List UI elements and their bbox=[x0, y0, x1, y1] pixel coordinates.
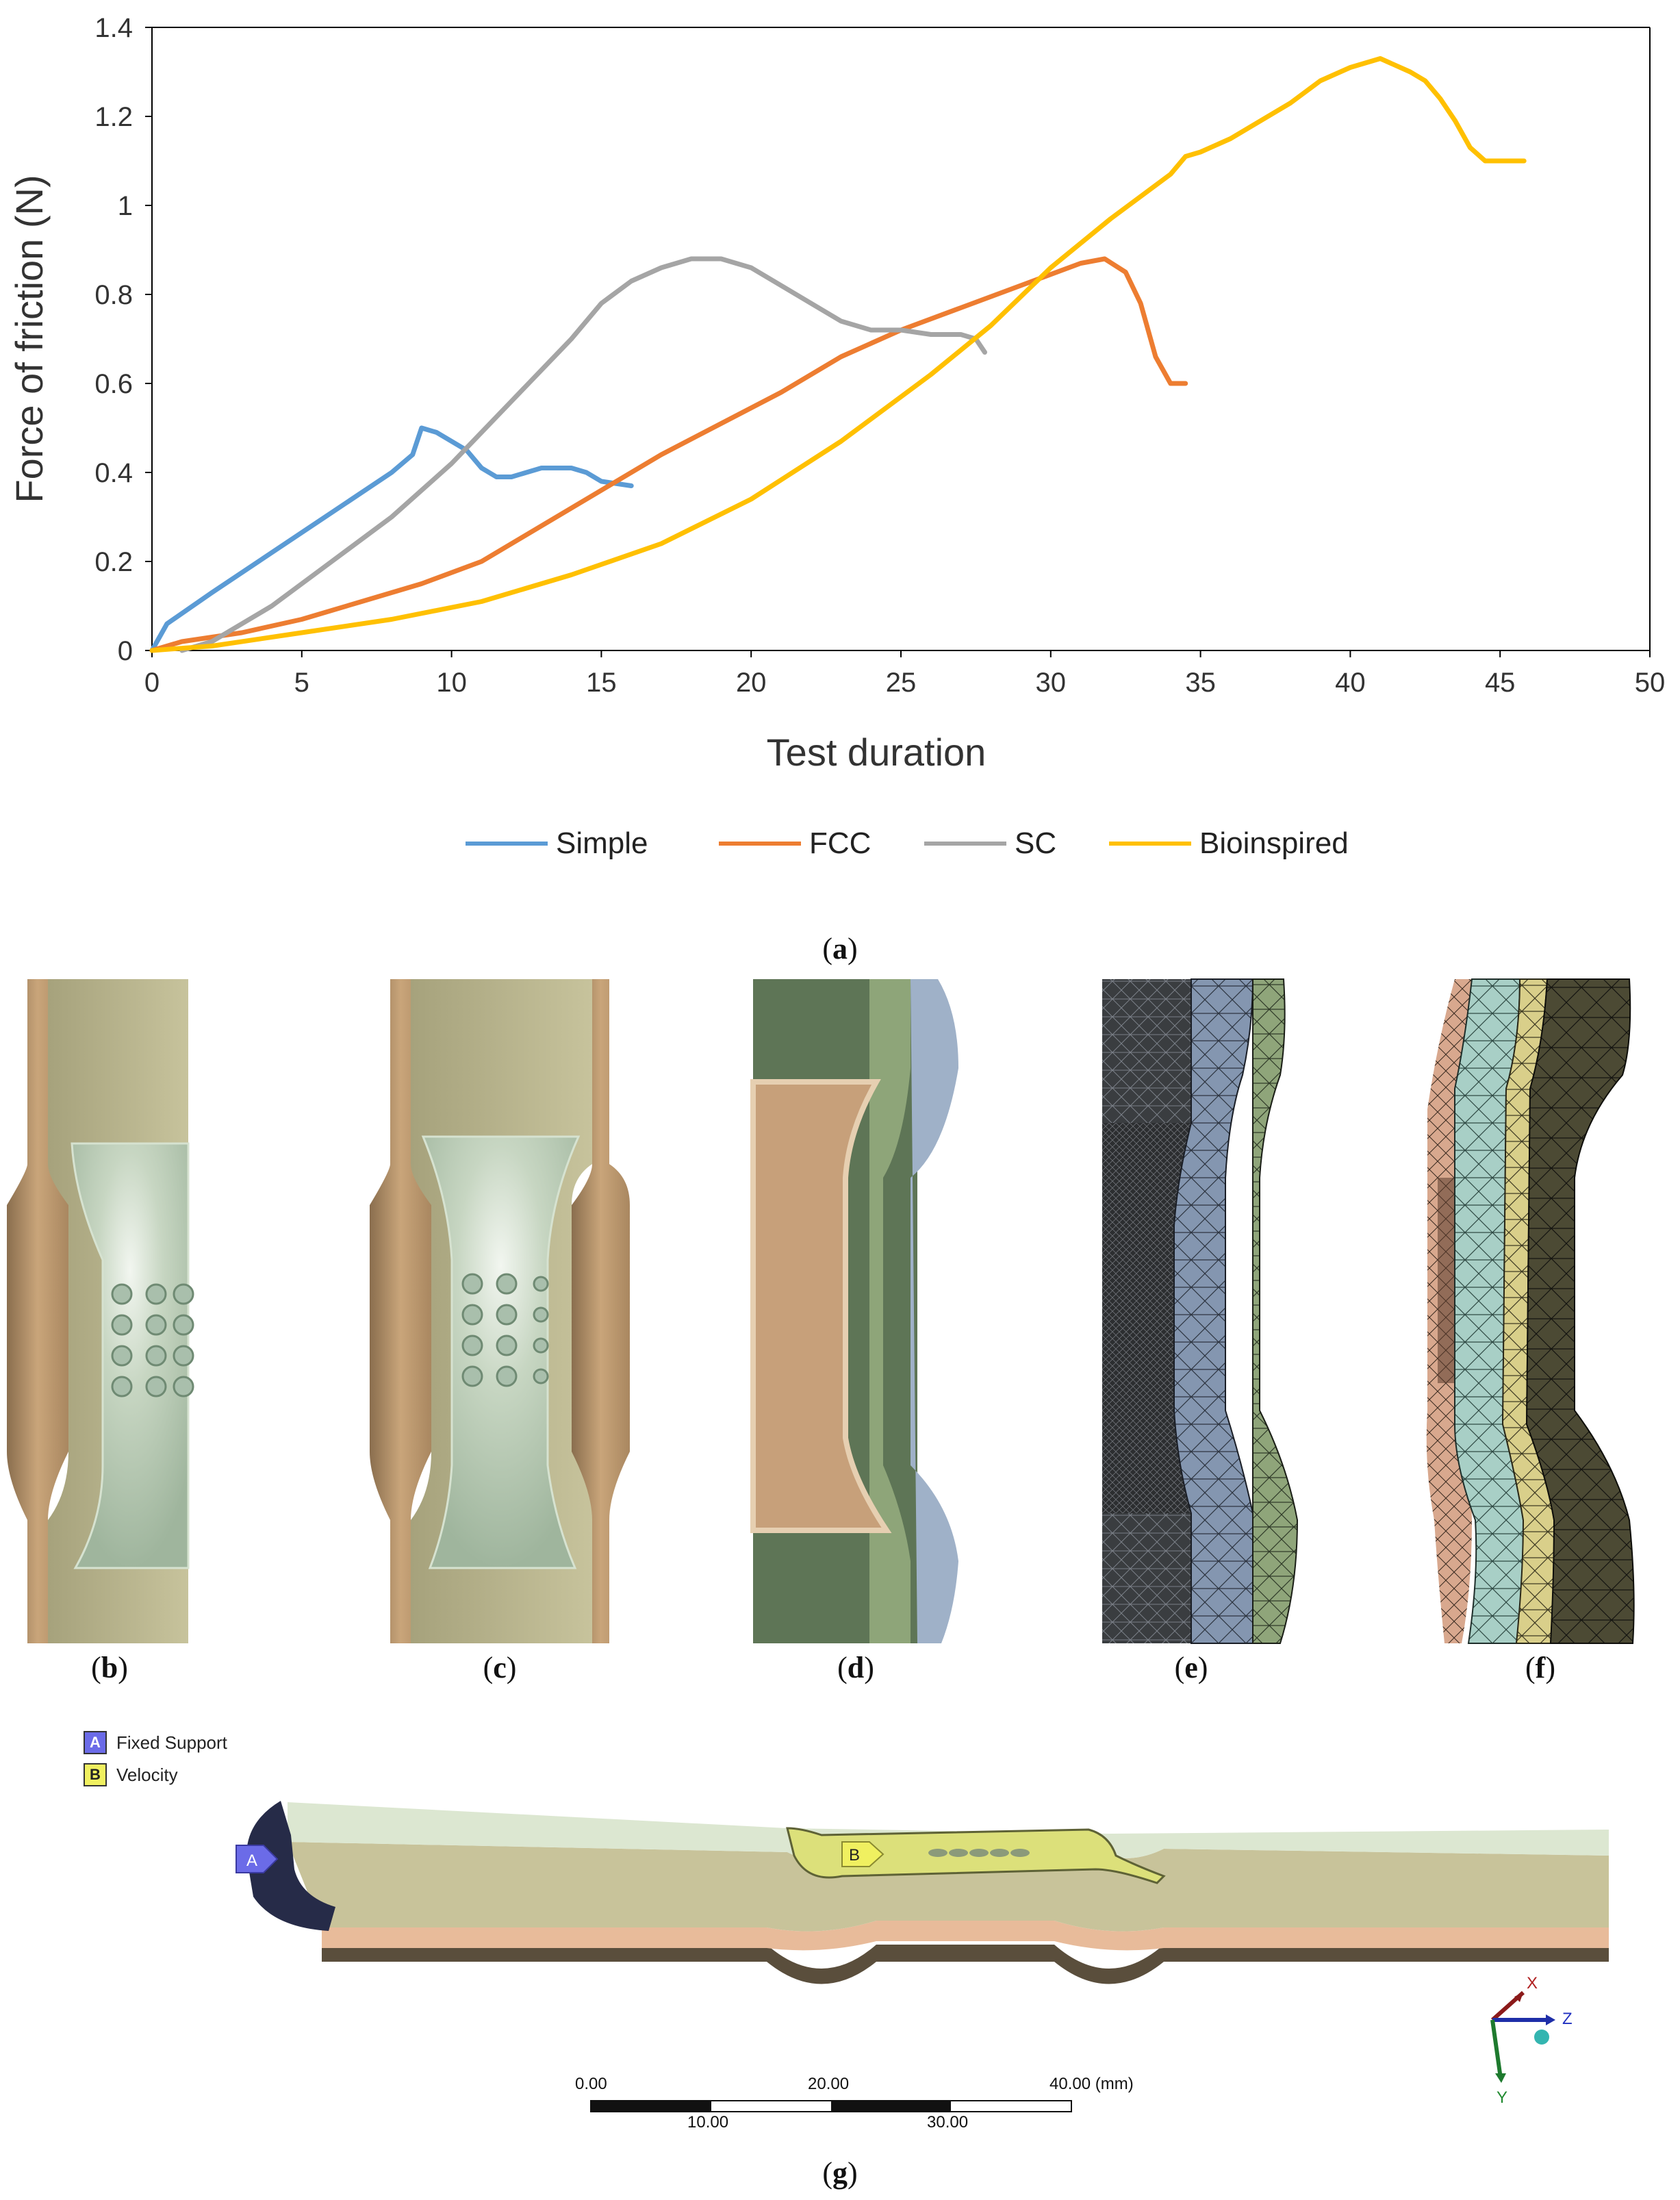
legend-label-fcc: FCC bbox=[809, 826, 871, 860]
y-axis-title: Force of friction (N) bbox=[8, 175, 51, 503]
friction-chart: 0 0.2 0.4 0.6 0.8 1 1.2 1.4 0 5 10 15 20 25 30 35 40 45 5… bbox=[8, 13, 1665, 774]
legend-swatch-fcc bbox=[719, 842, 801, 846]
series-line-fcc bbox=[149, 256, 1188, 653]
caption-b: (b) bbox=[91, 1651, 128, 1684]
x-tick-label: 5 bbox=[294, 668, 309, 698]
y-tick-label: 0.8 bbox=[94, 280, 133, 310]
x-tick-label: 15 bbox=[586, 668, 617, 698]
tube-body bbox=[288, 1842, 1609, 1932]
y-tick-label: 1.4 bbox=[94, 13, 133, 43]
marker-b-arrow bbox=[841, 1841, 884, 1867]
mesh-fine-dimples-f bbox=[1438, 1178, 1454, 1383]
scale-bar-seg-3 bbox=[831, 2101, 951, 2111]
scale-label-40: 40.00 (mm) bbox=[1049, 2075, 1134, 2093]
caption-c: (c) bbox=[483, 1651, 517, 1684]
marker-a-text: A bbox=[246, 1851, 257, 1870]
caption-e: (e) bbox=[1174, 1651, 1208, 1684]
series-line-sc bbox=[179, 256, 987, 653]
legend-velocity: B Velocity bbox=[84, 1763, 178, 1786]
triad-z-arrowhead bbox=[1546, 2014, 1555, 2025]
y-tick-label: 0.6 bbox=[94, 369, 133, 399]
insert-dimples-g bbox=[928, 1849, 1030, 1857]
triad-y-arrowhead bbox=[1495, 2073, 1506, 2083]
caption-d: (d) bbox=[837, 1651, 874, 1684]
scale-bar-seg-1 bbox=[591, 2101, 711, 2111]
fixed-support-ring bbox=[246, 1801, 335, 1931]
y-tick-label: 0.4 bbox=[94, 458, 133, 488]
y-tick-label: 0.2 bbox=[94, 547, 133, 577]
scale-label-0: 0.00 bbox=[575, 2075, 607, 2093]
render-simple-specimen bbox=[7, 979, 194, 1643]
blue-shell-d bbox=[911, 979, 958, 1643]
mesh-blue-layer bbox=[1173, 978, 1254, 1644]
triad-y-axis bbox=[1490, 2019, 1503, 2079]
x-tick-label: 0 bbox=[144, 668, 160, 698]
tube-outer-shadow bbox=[322, 1945, 1609, 1984]
x-tick-label: 45 bbox=[1485, 668, 1516, 698]
coordinate-triad bbox=[1490, 1990, 1555, 2083]
x-tick-label: 25 bbox=[886, 668, 917, 698]
series-lines bbox=[149, 56, 1527, 653]
legend-swatch-bioinspired bbox=[1109, 842, 1191, 846]
render-mesh-f bbox=[1426, 978, 1635, 1644]
legend-item-bioinspired: Bioinspired bbox=[1109, 826, 1349, 861]
tube-peach-band bbox=[322, 1921, 1609, 1951]
mesh-olive-layer bbox=[1525, 978, 1635, 1644]
y-tick-label: 1.2 bbox=[94, 102, 133, 132]
marker-b-text: B bbox=[849, 1846, 860, 1864]
boundary-condition-render: A B bbox=[236, 1801, 1609, 1984]
outer-sleeve-b bbox=[7, 979, 68, 1643]
velocity-label: Velocity bbox=[116, 1764, 178, 1785]
legend-fixed-support: A Fixed Support bbox=[84, 1731, 227, 1754]
x-tick-label: 50 bbox=[1635, 668, 1666, 698]
x-tick-label: 10 bbox=[436, 668, 467, 698]
x-tick-label: 30 bbox=[1036, 668, 1067, 698]
tag-b: B bbox=[84, 1763, 107, 1786]
legend-swatch-simple bbox=[466, 842, 548, 846]
chart-plot-area: 0 0.2 0.4 0.6 0.8 1 1.2 1.4 0 5 10 15 20 25 30 35 40 45 5… bbox=[8, 13, 1665, 774]
triad-z-label: Z bbox=[1562, 2010, 1573, 2028]
caption-a: (a) bbox=[822, 932, 858, 965]
legend-label-bioinspired: Bioinspired bbox=[1199, 826, 1349, 860]
legend-item-simple: Simple bbox=[466, 826, 648, 861]
outer-sleeve-c-left bbox=[370, 979, 431, 1643]
mesh-green-layer bbox=[1252, 978, 1299, 1644]
tan-core-d bbox=[750, 1079, 892, 1533]
triad-x-arrowhead bbox=[1514, 1993, 1523, 2002]
x-tick-label: 40 bbox=[1335, 668, 1366, 698]
tag-a: A bbox=[84, 1731, 107, 1754]
outer-sleeve-c-right bbox=[572, 979, 630, 1643]
dimples-c bbox=[461, 1273, 549, 1387]
panel-renders bbox=[7, 978, 1635, 1644]
triad-origin-sphere bbox=[1534, 2030, 1549, 2045]
y-tick-label: 1 bbox=[118, 191, 133, 221]
legend-item-fcc: FCC bbox=[719, 826, 871, 861]
x-tick-labels: 0 5 10 15 20 25 30 35 40 45 50 bbox=[144, 650, 1665, 698]
x-axis-title: Test duration bbox=[767, 731, 987, 774]
caption-f: (f) bbox=[1525, 1651, 1555, 1684]
green-layer-d bbox=[869, 979, 911, 1643]
x-tick-label: 20 bbox=[736, 668, 767, 698]
render-mesh-e bbox=[1102, 978, 1299, 1644]
legend-swatch-sc bbox=[924, 842, 1006, 846]
dimples-b bbox=[111, 1283, 194, 1398]
caption-g: (g) bbox=[822, 2156, 858, 2190]
marker-a-arrow bbox=[236, 1845, 279, 1873]
render-sc-section bbox=[750, 979, 958, 1643]
legend-item-sc: SC bbox=[924, 826, 1056, 861]
legend-label-sc: SC bbox=[1015, 826, 1057, 860]
y-tick-label: 0 bbox=[118, 636, 133, 666]
series-line-bioinspired bbox=[149, 56, 1527, 653]
scale-label-10: 10.00 bbox=[687, 2113, 729, 2132]
render-fcc-specimen bbox=[370, 979, 630, 1643]
fixed-support-label: Fixed Support bbox=[116, 1732, 227, 1753]
triad-x-label: X bbox=[1527, 1974, 1538, 1993]
scale-label-20: 20.00 bbox=[808, 2075, 850, 2093]
scale-bar bbox=[590, 2100, 1072, 2112]
legend-label-simple: Simple bbox=[556, 826, 648, 860]
y-tick-labels: 0 0.2 0.4 0.6 0.8 1 1.2 1.4 bbox=[94, 13, 152, 666]
scale-label-30: 30.00 bbox=[927, 2113, 969, 2132]
x-tick-label: 35 bbox=[1185, 668, 1216, 698]
triad-y-label: Y bbox=[1497, 2088, 1508, 2107]
